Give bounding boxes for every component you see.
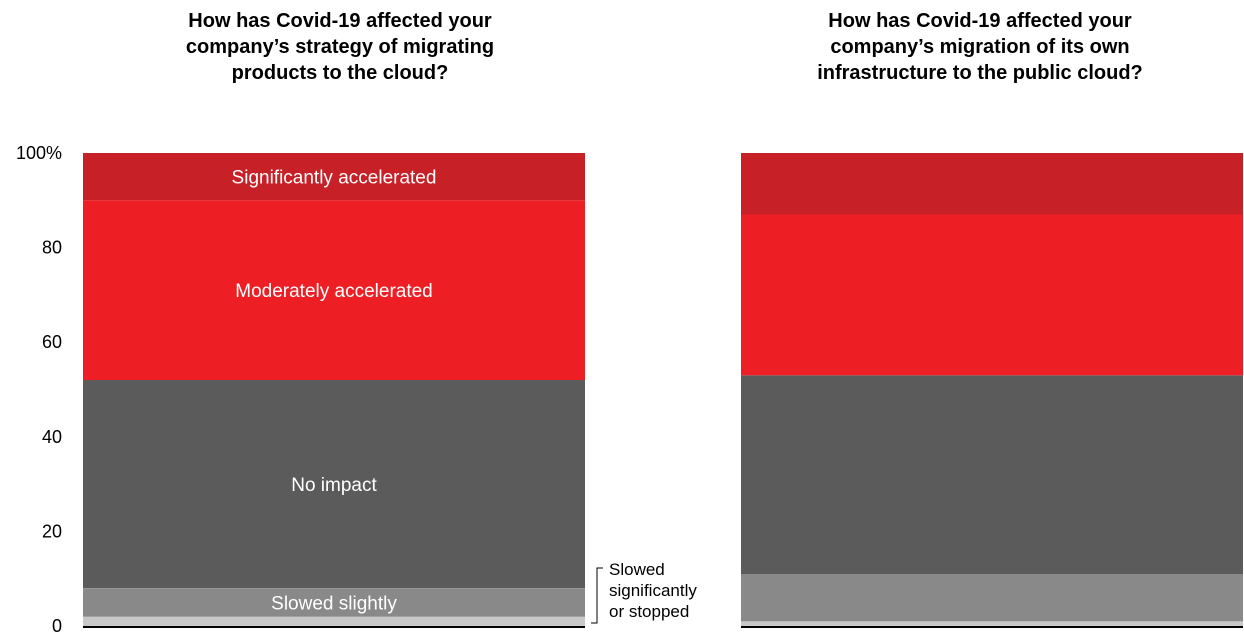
y-tick-label: 40 — [42, 427, 62, 447]
bar-segment — [741, 214, 1243, 376]
y-tick-label: 20 — [42, 521, 62, 541]
y-tick-label: 100% — [16, 143, 62, 163]
segment-label: No impact — [291, 475, 377, 496]
segment-label: Slowed slightly — [271, 593, 397, 614]
bar-segment — [83, 588, 585, 617]
y-tick-label: 0 — [52, 616, 62, 632]
chart-title-left: How has Covid-19 affected your company’s… — [185, 10, 495, 84]
annotation-text-line: significantly — [609, 581, 697, 600]
y-axis: 0 20 40 60 80 100% — [16, 143, 62, 632]
annotation-text-line: Slowed — [609, 560, 665, 579]
y-tick-label: 80 — [42, 238, 62, 258]
bar-left: Slowed slightly No impact Moderately accel… — [83, 153, 585, 628]
segment-label: Significantly accelerated — [232, 168, 437, 189]
bar-segment — [741, 574, 1243, 622]
bar-segment — [741, 375, 1243, 574]
bar-right — [741, 153, 1243, 628]
bar-segment — [83, 200, 585, 380]
chart-title-right: How has Covid-19 affected your company’s… — [817, 10, 1143, 84]
annotation-text-line: or stopped — [609, 602, 689, 621]
bar-segment — [83, 153, 585, 201]
segment-label: Moderately accelerated — [235, 281, 433, 302]
y-tick-label: 60 — [42, 332, 62, 352]
annotation-bracket — [591, 567, 603, 624]
bar-segment — [83, 616, 585, 626]
bar-segment — [83, 380, 585, 589]
annotation-slowed-significantly: Slowed significantly or stopped — [591, 560, 697, 624]
bar-segment — [741, 621, 1243, 626]
bar-segment — [741, 153, 1243, 215]
